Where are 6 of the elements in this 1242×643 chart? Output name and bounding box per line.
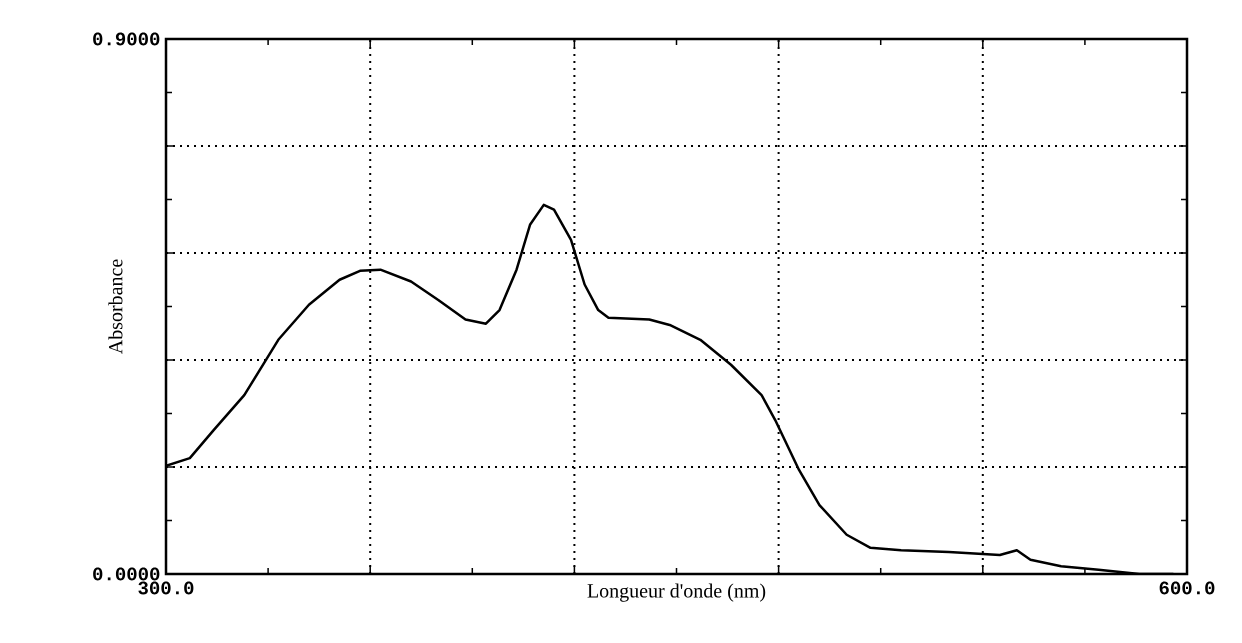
x-tick-label: 300.0 [138, 581, 194, 595]
y-axis-title: Absorbance [108, 259, 123, 355]
y-tick-label: 0.9000 [93, 32, 160, 46]
y-tick-label: 0.0000 [93, 567, 160, 581]
x-tick-label: 600.0 [1159, 581, 1215, 595]
x-axis-title: Longueur d'onde (nm) [587, 583, 766, 602]
